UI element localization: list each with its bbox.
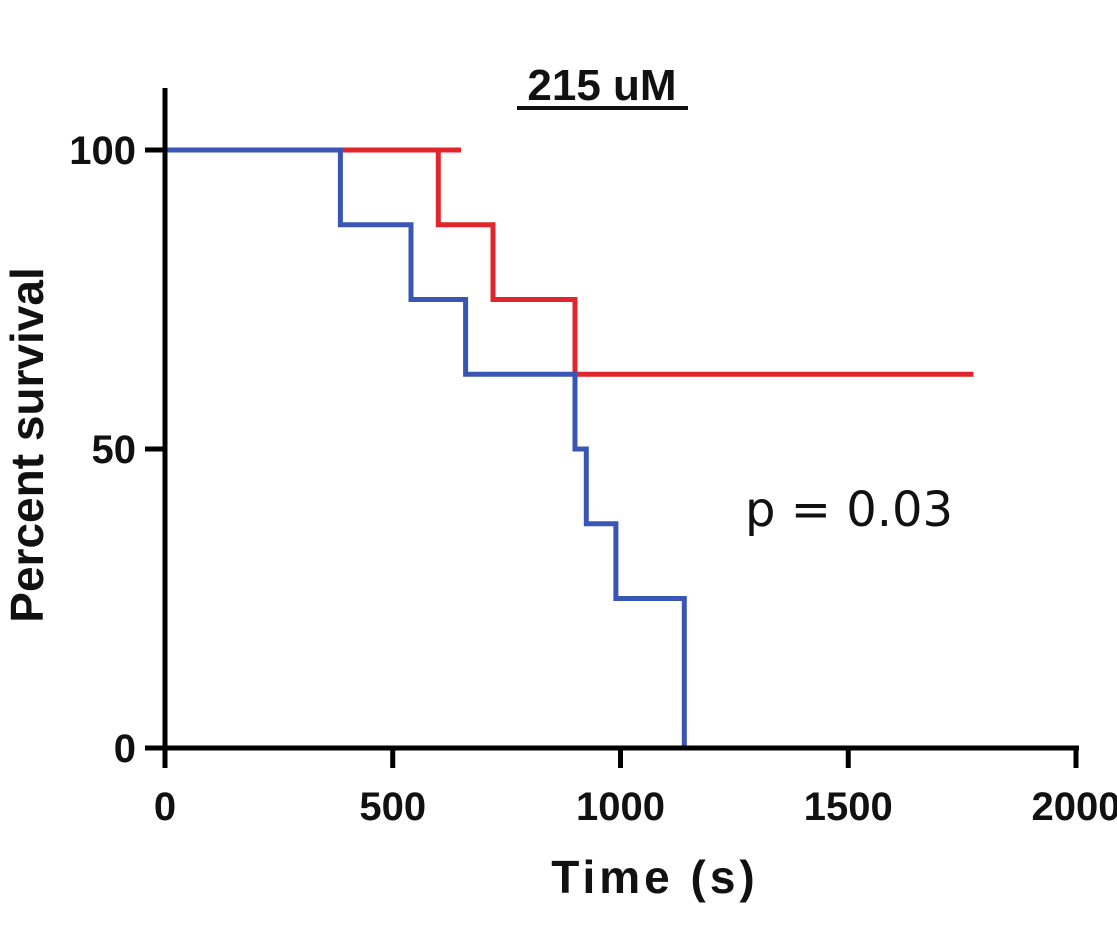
chart-title: 215 uM xyxy=(527,61,676,110)
series-red-line xyxy=(165,147,974,377)
series-blue-line xyxy=(165,147,687,748)
y-tick-label: 0 xyxy=(114,727,136,771)
y-tick-label: 50 xyxy=(92,428,137,472)
plot-series xyxy=(165,147,974,748)
x-tick-label: 0 xyxy=(154,785,176,829)
p-value-annotation: p = 0.03 xyxy=(745,482,953,538)
x-tick-label: 1000 xyxy=(576,785,665,829)
y-axis-title: Percent survival xyxy=(1,267,53,622)
x-tick-label: 500 xyxy=(359,785,426,829)
x-tick-label: 2000 xyxy=(1032,785,1117,829)
x-tick-label: 1500 xyxy=(804,785,893,829)
y-tick-label: 100 xyxy=(69,129,136,173)
y-axis-ticks: 0 50 100 xyxy=(69,129,165,771)
x-axis-title: Time (s) xyxy=(551,851,759,903)
x-axis-ticks: 0 500 1000 1500 2000 xyxy=(154,748,1117,829)
